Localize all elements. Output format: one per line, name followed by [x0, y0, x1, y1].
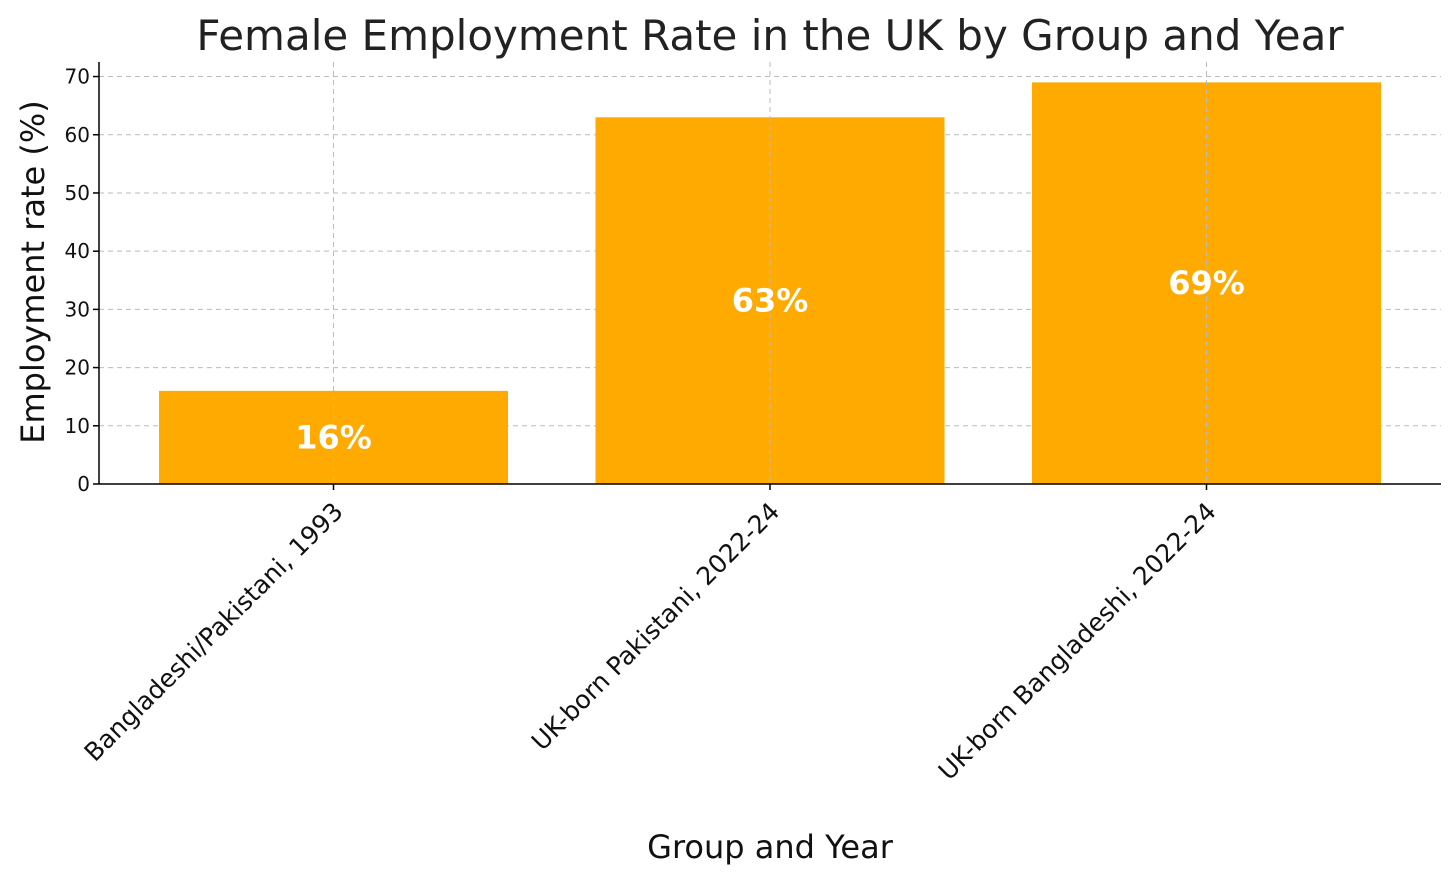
x-tick-label: UK-born Bangladeshi, 2022-24: [933, 497, 1222, 786]
y-tick-label: 20: [65, 356, 90, 380]
y-tick-label: 60: [65, 123, 90, 147]
bars-layer: 16% 63% 69%: [159, 62, 1381, 485]
y-tick-label: 0: [77, 472, 90, 496]
y-tick-label: 70: [65, 65, 90, 89]
x-tick-label: Bangladeshi/Pakistani, 1993: [79, 497, 349, 767]
x-axis-label: Group and Year: [647, 828, 894, 866]
y-axis-label: Employment rate (%): [14, 100, 52, 444]
chart-title: Female Employment Rate in the UK by Grou…: [196, 11, 1344, 60]
y-tick-label: 10: [65, 414, 90, 438]
data-label: 63%: [732, 282, 809, 320]
y-tick-label: 30: [65, 297, 90, 321]
y-tick-label: 40: [65, 239, 90, 263]
data-label: 16%: [295, 418, 372, 456]
x-tick-label: UK-born Pakistani, 2022-24: [526, 497, 785, 756]
y-tick-label: 50: [65, 181, 90, 205]
data-label: 69%: [1168, 264, 1245, 302]
